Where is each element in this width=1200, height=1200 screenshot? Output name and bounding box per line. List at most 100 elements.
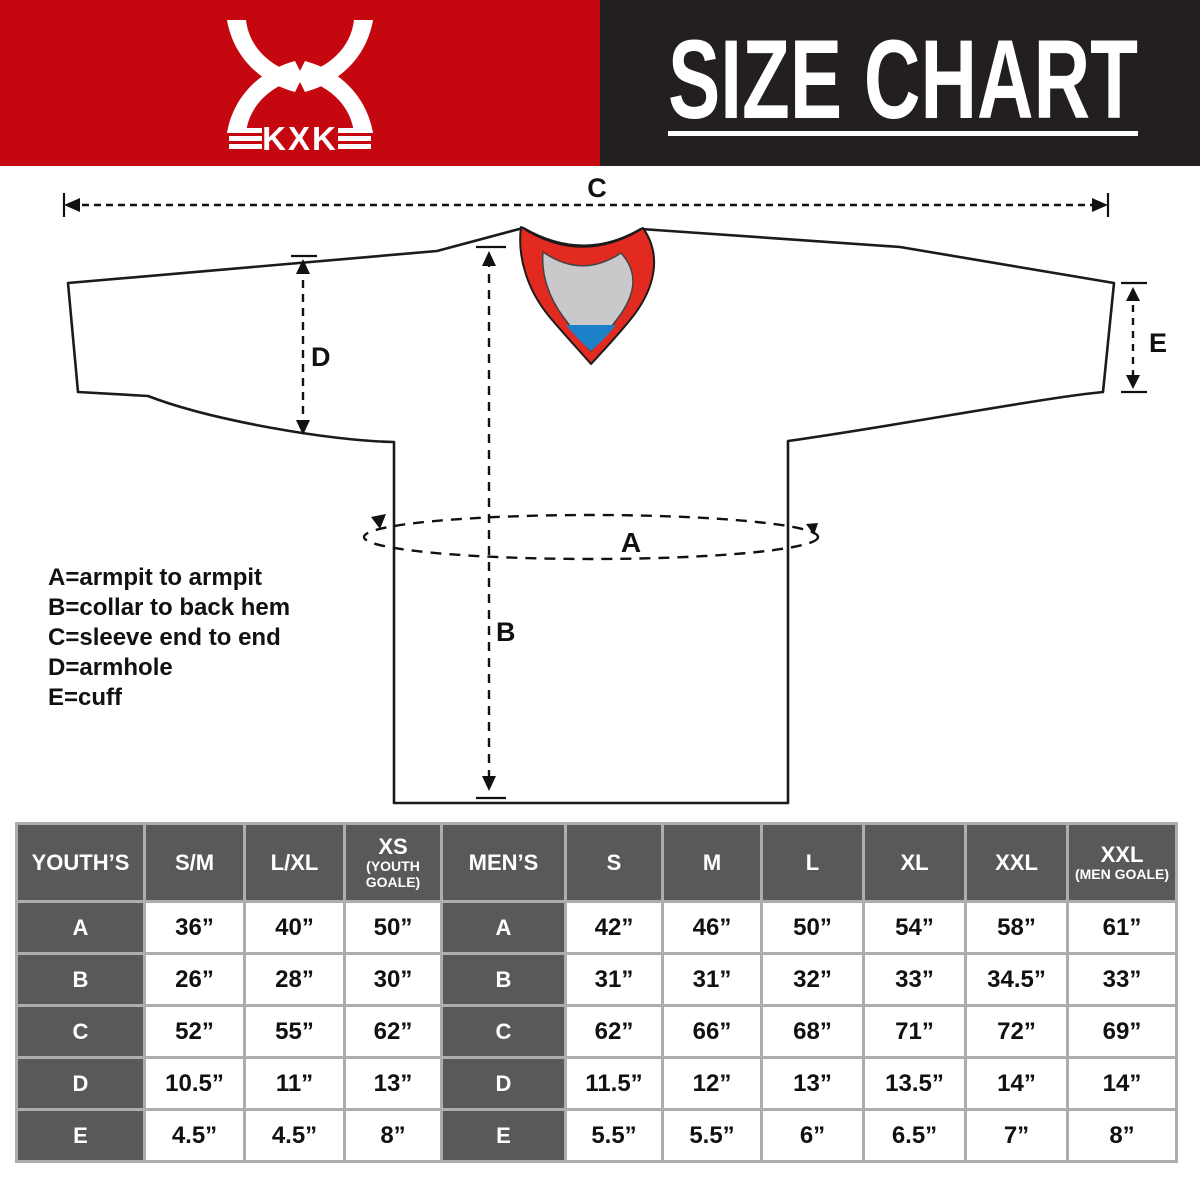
measure-label-b: B <box>496 617 516 647</box>
size-cell: 5.5” <box>567 1111 661 1160</box>
table-row-c: C 52” 55” 62” C 62” 66” 68” 71” 72” 69” <box>18 1007 1175 1056</box>
measure-label-a: A <box>621 527 641 558</box>
size-cell: 71” <box>865 1007 964 1056</box>
table-row-a: A 36” 40” 50” A 42” 46” 50” 54” 58” 61” <box>18 903 1175 952</box>
table-row-d: D 10.5” 11” 13” D 11.5” 12” 13” 13.5” 14… <box>18 1059 1175 1108</box>
size-cell: 13” <box>763 1059 862 1108</box>
size-cell: 50” <box>763 903 862 952</box>
men-size-l: L <box>763 825 862 900</box>
measure-e-arrow <box>1121 281 1147 394</box>
size-cell: 14” <box>1069 1059 1175 1108</box>
size-cell: 34.5” <box>967 955 1066 1004</box>
size-cell: 31” <box>664 955 760 1004</box>
page-title: SIZE CHART <box>668 17 1138 142</box>
legend-line-e: E=cuff <box>48 684 123 711</box>
logo-left-bars <box>229 128 262 149</box>
kxk-logo: KXK <box>227 20 373 157</box>
size-cell: 61” <box>1069 903 1175 952</box>
legend-line-a: A=armpit to armpit <box>48 564 263 591</box>
size-cell: 14” <box>967 1059 1066 1108</box>
size-cell: 72” <box>967 1007 1066 1056</box>
size-cell: 33” <box>865 955 964 1004</box>
size-cell: 11” <box>246 1059 343 1108</box>
logo-wing-bottom-right <box>297 61 373 133</box>
measure-a-ellipse <box>362 513 820 561</box>
men-size-s: S <box>567 825 661 900</box>
collar-blue-insert <box>566 325 616 351</box>
row-label-a-youth: A <box>18 903 143 952</box>
measure-label-e: E <box>1149 328 1167 358</box>
table-row-b: B 26” 28” 30” B 31” 31” 32” 33” 34.5” 33… <box>18 955 1175 1004</box>
measurement-legend: A=armpit to armpit B=collar to back hem … <box>48 563 290 713</box>
legend-line-d: D=armhole <box>48 654 173 681</box>
row-label-e-men: E <box>443 1111 564 1160</box>
legend-line-b: B=collar to back hem <box>48 594 291 621</box>
table-header-row: YOUTH’S S/M L/XL XS (YOUTH GOALE) MEN’S … <box>18 825 1175 900</box>
size-cell: 12” <box>664 1059 760 1108</box>
size-cell: 32” <box>763 955 862 1004</box>
youth-goalie-size: XS <box>378 834 408 859</box>
size-cell: 69” <box>1069 1007 1175 1056</box>
men-size-m: M <box>664 825 760 900</box>
size-cell: 30” <box>346 955 440 1004</box>
title-banner: SIZE CHART <box>600 0 1200 166</box>
size-cell: 54” <box>865 903 964 952</box>
size-cell: 31” <box>567 955 661 1004</box>
size-cell: 62” <box>567 1007 661 1056</box>
size-cell: 4.5” <box>246 1111 343 1160</box>
men-section-header: MEN’S <box>443 825 564 900</box>
size-cell: 40” <box>246 903 343 952</box>
row-label-b-youth: B <box>18 955 143 1004</box>
size-cell: 13.5” <box>865 1059 964 1108</box>
size-cell: 28” <box>246 955 343 1004</box>
size-cell: 13” <box>346 1059 440 1108</box>
youth-size-lxl: L/XL <box>246 825 343 900</box>
youth-goalie-note: (YOUTH GOALE) <box>365 858 421 890</box>
brand-banner: KXK <box>0 0 600 166</box>
logo-right-bars <box>338 128 371 149</box>
size-cell: 11.5” <box>567 1059 661 1108</box>
size-cell: 52” <box>146 1007 243 1056</box>
measure-label-c: C <box>587 173 607 203</box>
size-table: YOUTH’S S/M L/XL XS (YOUTH GOALE) MEN’S … <box>15 822 1178 1163</box>
measure-label-d: D <box>311 342 331 372</box>
row-label-e-youth: E <box>18 1111 143 1160</box>
size-cell: 6.5” <box>865 1111 964 1160</box>
row-label-c-men: C <box>443 1007 564 1056</box>
measure-b-arrow <box>476 245 506 800</box>
size-cell: 33” <box>1069 955 1175 1004</box>
size-cell: 8” <box>346 1111 440 1160</box>
size-cell: 66” <box>664 1007 760 1056</box>
title-underline <box>668 131 1138 136</box>
men-size-goalie: XXL (MEN GOALE) <box>1069 825 1175 900</box>
size-cell: 26” <box>146 955 243 1004</box>
size-cell: 10.5” <box>146 1059 243 1108</box>
size-cell: 4.5” <box>146 1111 243 1160</box>
logo-wordmark: KXK <box>262 120 338 157</box>
men-goalie-size: XXL <box>1100 842 1144 867</box>
size-cell: 36” <box>146 903 243 952</box>
measure-c-arrow <box>62 193 1110 217</box>
row-label-b-men: B <box>443 955 564 1004</box>
row-label-d-men: D <box>443 1059 564 1108</box>
table-row-e: E 4.5” 4.5” 8” E 5.5” 5.5” 6” 6.5” 7” 8” <box>18 1111 1175 1160</box>
size-cell: 6” <box>763 1111 862 1160</box>
size-cell: 42” <box>567 903 661 952</box>
size-cell: 50” <box>346 903 440 952</box>
measure-d-arrow <box>291 254 317 435</box>
size-cell: 68” <box>763 1007 862 1056</box>
youth-section-header: YOUTH’S <box>18 825 143 900</box>
size-cell: 55” <box>246 1007 343 1056</box>
men-size-xl: XL <box>865 825 964 900</box>
legend-line-c: C=sleeve end to end <box>48 624 281 651</box>
size-cell: 46” <box>664 903 760 952</box>
size-cell: 5.5” <box>664 1111 760 1160</box>
logo-wing-bottom-left <box>227 61 303 133</box>
youth-size-goalie: XS (YOUTH GOALE) <box>346 825 440 900</box>
size-cell: 58” <box>967 903 1066 952</box>
row-label-a-men: A <box>443 903 564 952</box>
size-cell: 7” <box>967 1111 1066 1160</box>
size-cell: 8” <box>1069 1111 1175 1160</box>
row-label-d-youth: D <box>18 1059 143 1108</box>
